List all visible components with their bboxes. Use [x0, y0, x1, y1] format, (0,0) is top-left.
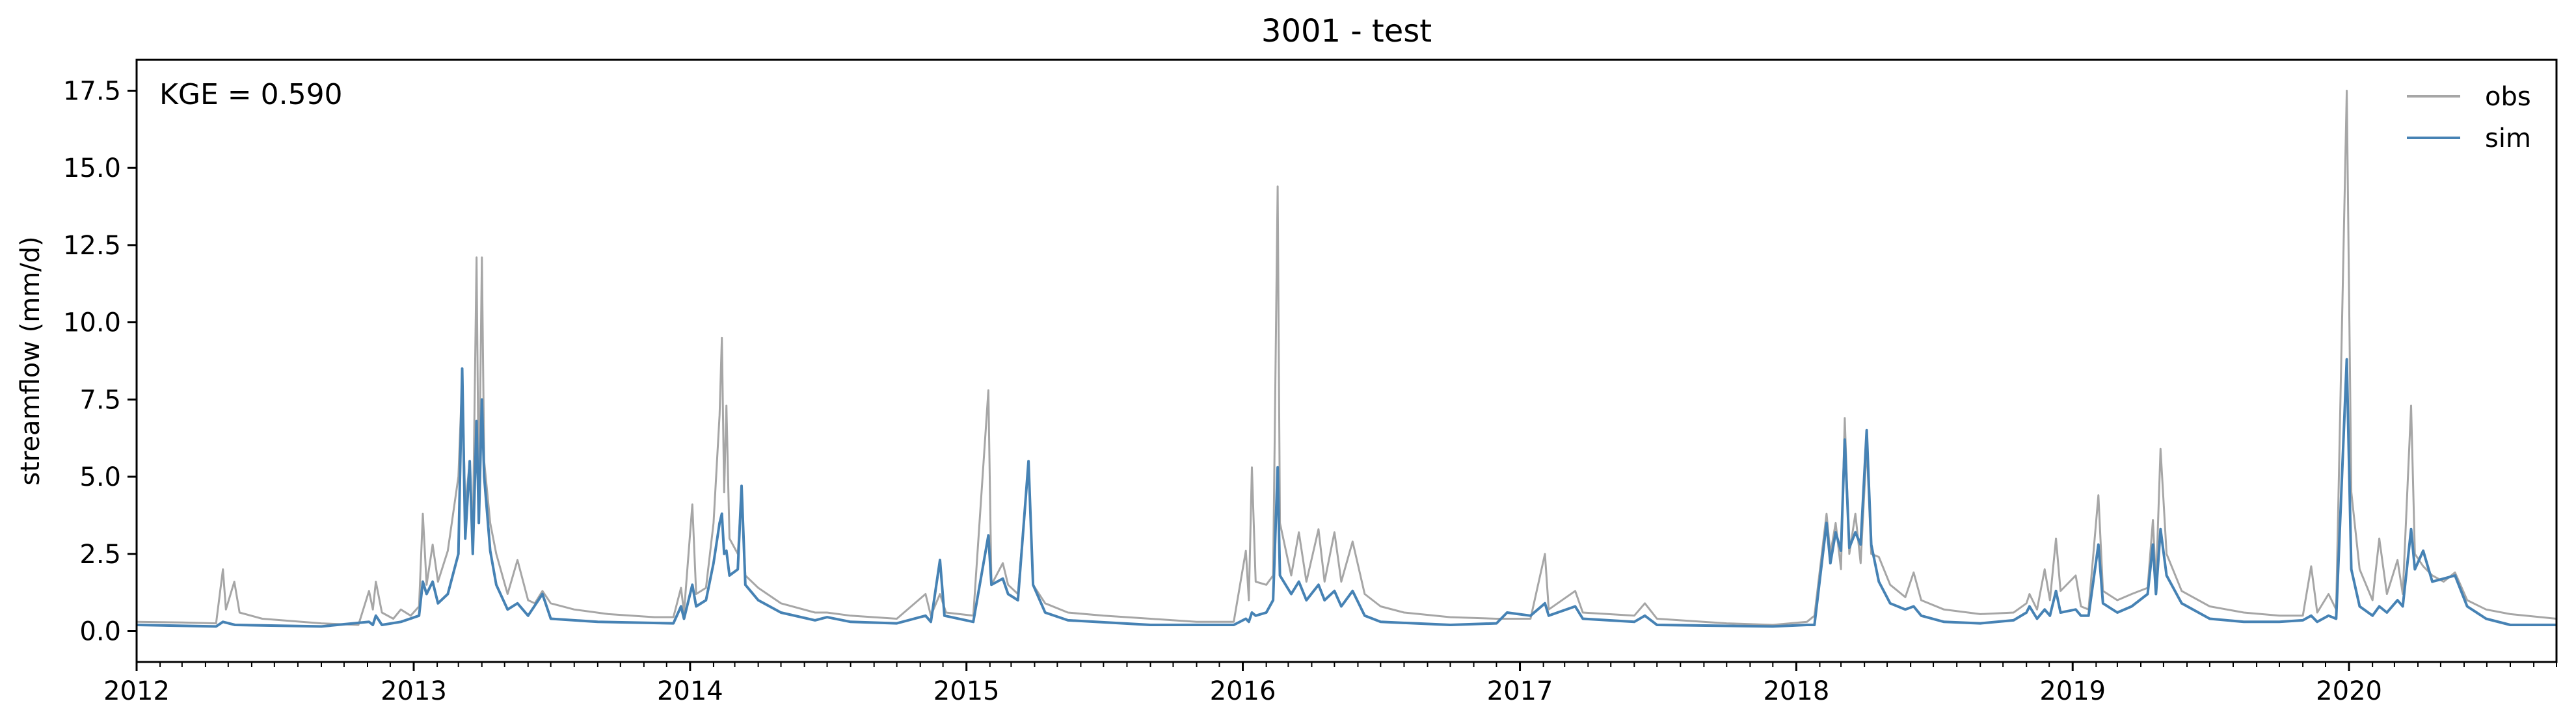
chart-title: 3001 - test	[1261, 13, 1432, 49]
x-tick-label: 2013	[381, 676, 447, 706]
x-tick-label: 2014	[657, 676, 723, 706]
plot-area	[135, 59, 2558, 663]
y-axis: 0.0 2.5 5.0 7.5 10.0 12.5 15.0 17.5	[63, 76, 137, 647]
x-axis: 2012 2013 2014 2015 2016 2017 2018 2019 2020	[103, 662, 2557, 706]
x-tick-label: 2018	[1763, 676, 1829, 706]
x-tick-label: 2019	[2039, 676, 2106, 706]
y-tick-label: 0.0	[79, 617, 121, 647]
y-tick-label: 15.0	[63, 153, 121, 183]
series-line-sim	[137, 358, 2556, 628]
kge-annotation: KGE = 0.590	[159, 78, 343, 111]
x-tick-label: 2015	[933, 676, 1000, 706]
y-tick-label: 10.0	[63, 308, 121, 338]
y-tick-label: 12.5	[63, 231, 121, 261]
y-tick-label: 17.5	[63, 76, 121, 106]
legend-label-sim: sim	[2485, 124, 2531, 153]
series-layer	[137, 90, 2556, 628]
y-tick-label: 5.0	[79, 462, 121, 492]
y-axis-label: streamflow (mm/d)	[16, 236, 46, 485]
x-tick-label: 2012	[103, 676, 170, 706]
y-tick-label: 7.5	[79, 385, 121, 415]
y-tick-label: 2.5	[79, 540, 121, 570]
x-tick-label: 2017	[1487, 676, 1553, 706]
x-tick-label: 2016	[1210, 676, 1276, 706]
legend-label-obs: obs	[2485, 82, 2531, 112]
x-tick-label: 2020	[2316, 676, 2382, 706]
plot-frame	[135, 59, 2558, 663]
legend: obs sim	[2407, 82, 2531, 153]
